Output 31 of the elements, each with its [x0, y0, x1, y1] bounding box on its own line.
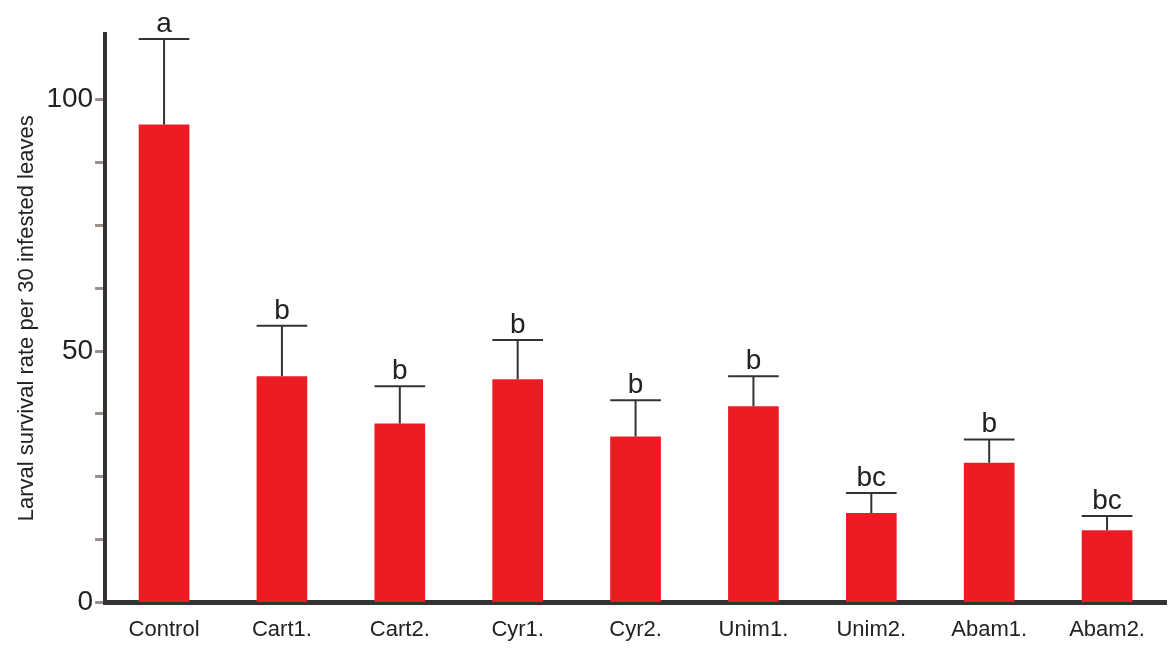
- annotation: b: [627, 368, 644, 400]
- bar: [963, 462, 1015, 603]
- bar: [728, 406, 779, 603]
- x-tick-label: Control: [128, 615, 200, 641]
- x-tick-label: Unim2.: [836, 615, 907, 641]
- y-tick-label: 0: [77, 585, 94, 617]
- y-axis-title: Larval survival rate per 30 infested leaves: [13, 115, 39, 522]
- bar: [374, 423, 426, 603]
- annotation: bc: [856, 460, 887, 492]
- x-tick-label: Cart2.: [369, 615, 430, 641]
- annotation: b: [745, 343, 762, 375]
- x-tick-label: Abam1.: [951, 615, 1028, 641]
- annotation: bc: [1092, 483, 1122, 515]
- x-tick-label: Cyr2.: [609, 615, 662, 641]
- annotation: a: [156, 6, 173, 38]
- bar: [1081, 530, 1133, 603]
- bar: [256, 376, 308, 603]
- x-tick-label: Abam2.: [1069, 615, 1145, 641]
- y-tick-label: 50: [61, 333, 94, 365]
- bar: [610, 436, 661, 603]
- x-tick-label: Unim1.: [718, 615, 789, 641]
- annotation: b: [274, 293, 290, 325]
- annotation: b: [392, 353, 408, 385]
- annotation: b: [981, 407, 997, 439]
- annotation: b: [509, 307, 526, 339]
- bar: [492, 379, 544, 603]
- bar: [138, 124, 190, 603]
- bar: [845, 513, 897, 603]
- y-tick-label: 100: [46, 82, 94, 114]
- x-tick-label: Cart1.: [251, 615, 312, 641]
- x-tick-label: Cyr1.: [491, 615, 544, 641]
